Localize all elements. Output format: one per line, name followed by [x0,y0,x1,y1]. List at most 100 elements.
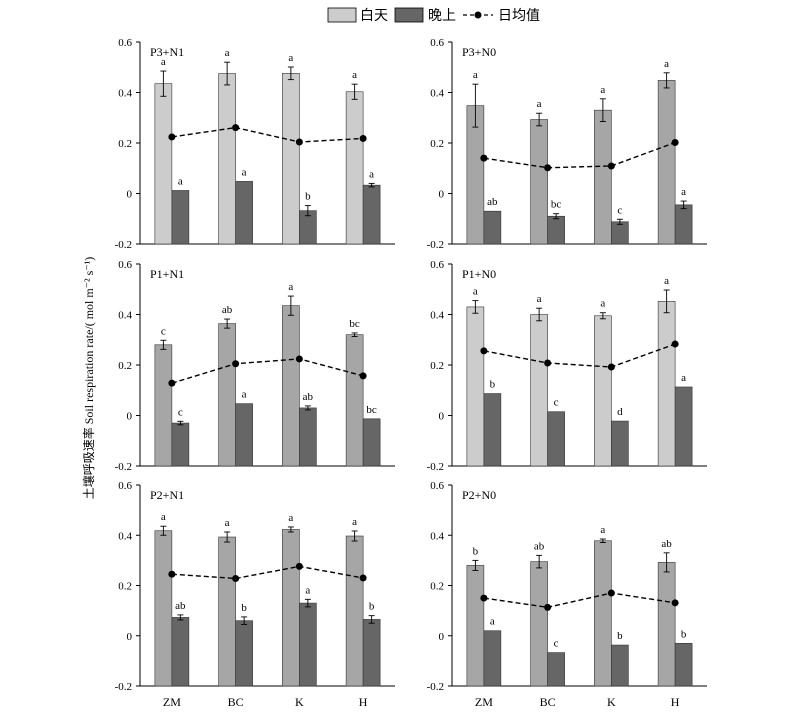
sig-letter-night: c [554,638,559,650]
mean-point [544,359,552,367]
sig-letter-night: d [617,406,623,418]
y-tick-label: 0.6 [118,259,132,271]
mean-point [232,574,240,582]
y-axis-label: 土壤呼吸速率 Soil respiration rate/( mol m⁻² s… [81,257,96,500]
bar-night [171,422,190,467]
bar-day [530,314,548,467]
bar-day [345,334,364,467]
y-tick-label: -0.2 [115,681,132,693]
y-tick-label: 0.6 [430,480,444,492]
bar-night [362,619,381,687]
bar-day [282,305,300,467]
bar-day [657,301,676,467]
mean-line [483,343,676,368]
bar-day [530,119,548,245]
bar-day [218,73,236,245]
y-tick-label: 0.2 [118,360,132,372]
mean-point [168,133,176,141]
sig-letter-day: c [161,325,166,337]
sig-letter-night: a [369,168,374,180]
y-tick-label: 0.6 [430,259,444,271]
mean-point [607,363,615,371]
bar-night [171,617,190,687]
sig-letter-day: a [161,511,166,523]
sig-letter-day: a [225,517,230,529]
sig-letter-day: a [288,281,293,293]
legend-mean-label: 日均值 [498,8,540,24]
y-tick-label: 0.4 [430,88,444,100]
sig-letter-day: ab [661,538,672,550]
mean-line [483,141,676,169]
sig-letter-day: a [352,69,357,81]
bar-day [282,73,300,245]
bar-night [547,652,565,687]
sig-letter-night: b [617,630,623,642]
mean-line [171,565,364,580]
sig-letter-night: bc [551,199,562,211]
panel-label: P1+N0 [462,267,496,281]
sig-letter-day: a [225,47,230,59]
bar-night [299,407,317,467]
category-label: K [295,695,304,709]
panel-label: P2+N1 [150,488,184,502]
bar-day [154,530,173,687]
sig-letter-day: a [537,98,542,110]
bar-day [282,529,300,687]
sig-letter-night: ab [175,600,186,612]
sig-letter-day: a [537,293,542,305]
sig-letter-night: c [617,204,622,216]
sig-letter-day: a [600,298,605,310]
legend: 白天 晚上 日均值 [327,7,540,24]
y-tick-label: -0.2 [115,461,132,473]
panel-label: P2+N0 [462,488,496,502]
y-tick-label: 0.2 [430,581,444,593]
category-label: K [607,695,616,709]
sig-letter-night: a [178,175,183,187]
legend-night-label: 晚上 [428,8,456,24]
sig-letter-day: a [664,58,669,70]
bar-night [235,403,253,467]
bar-night [235,181,253,245]
y-tick-label: 0 [439,631,445,643]
sig-letter-day: a [352,516,357,528]
mean-point [480,347,488,355]
bar-day [657,562,676,687]
mean-line [483,592,676,609]
sig-letter-day: a [473,69,478,81]
mean-line [171,358,364,384]
sig-letter-night: c [178,406,183,418]
sig-letter-night: a [242,166,247,178]
y-tick-label: 0.4 [430,530,444,542]
bar-night [547,411,565,467]
sig-letter-night: a [242,389,247,401]
y-tick-label: 0.4 [430,310,444,322]
sig-letter-day: a [600,524,605,536]
bar-night [674,204,693,245]
legend-day-swatch [327,7,357,23]
mean-point [232,124,240,132]
panels: -0.200.20.40.6P3+N1aaaaabaa-0.200.20.40.… [115,37,707,709]
y-tick-label: 0.2 [118,138,132,150]
mean-point [544,164,552,172]
sig-letter-night: ab [303,391,314,403]
bar-night [611,221,629,245]
sig-letter-day: b [473,545,479,557]
sig-letter-day: ab [534,540,545,552]
mean-point [295,138,303,146]
y-tick-label: 0.4 [118,530,132,542]
y-tick-label: 0.6 [118,480,132,492]
y-tick-label: 0 [439,189,445,201]
bar-day [345,91,364,245]
mean-point [232,360,240,368]
mean-point [359,574,367,582]
bar-day [466,306,485,467]
bar-day [594,315,612,467]
bar-day [594,109,612,245]
y-tick-label: 0.2 [430,138,444,150]
sig-letter-night: b [305,191,311,203]
sig-letter-night: c [554,397,559,409]
bar-night [611,644,629,687]
sig-letter-night: a [681,186,686,198]
